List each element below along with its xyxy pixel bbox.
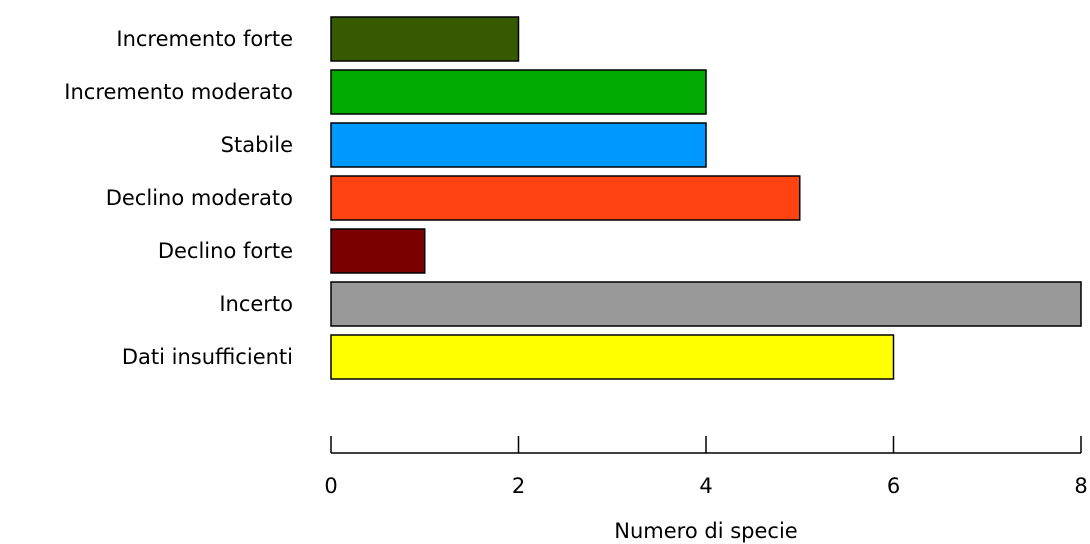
category-label: Stabile [221,133,293,157]
x-tick-label: 4 [699,474,712,498]
category-label: Declino moderato [106,186,293,210]
category-label: Dati insufficienti [122,345,293,369]
category-label: Incerto [219,292,293,316]
category-label: Declino forte [158,239,293,263]
bar [330,69,707,115]
category-labels: Incremento forte Incremento moderato Stabi… [64,27,293,369]
bar [330,228,426,274]
bar [330,281,1082,327]
x-axis: 0 2 4 6 8 [324,436,1088,498]
x-axis-title: Numero di specie [614,519,797,543]
x-tick-label: 0 [324,474,337,498]
bar [330,334,895,380]
x-axis-ticks: 0 2 4 6 8 [324,436,1088,498]
category-label: Incremento moderato [64,80,293,104]
bar [330,16,520,62]
x-tick-label: 2 [512,474,525,498]
bar [330,175,801,221]
x-tick-label: 8 [1074,474,1087,498]
x-tick-label: 6 [887,474,900,498]
bar [330,122,707,168]
bars-group [330,16,1082,380]
category-label: Incremento forte [116,27,293,51]
